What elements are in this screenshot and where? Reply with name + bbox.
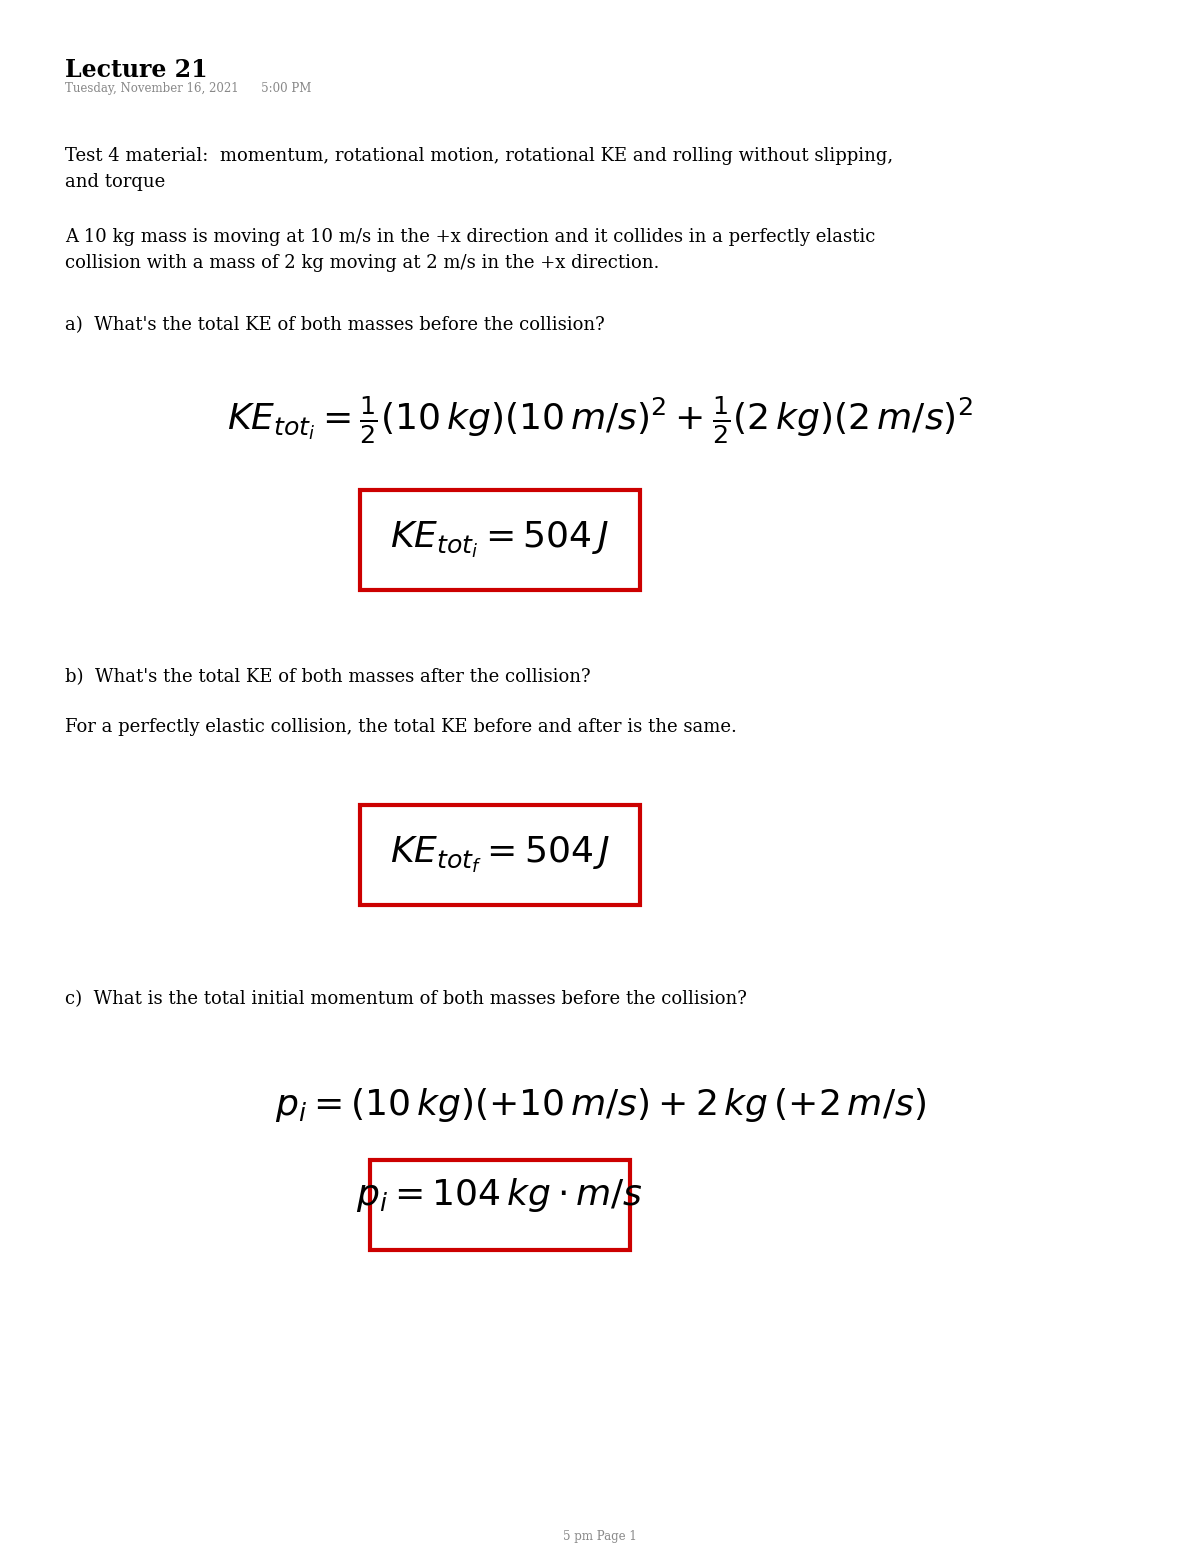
FancyBboxPatch shape: [360, 804, 640, 905]
Text: For a perfectly elastic collision, the total KE before and after is the same.: For a perfectly elastic collision, the t…: [65, 717, 737, 736]
Text: $KE_{tot_i} = 504\,J$: $KE_{tot_i} = 504\,J$: [390, 520, 610, 561]
Text: Lecture 21: Lecture 21: [65, 57, 208, 82]
Text: A 10 kg mass is moving at 10 m/s in the +x direction and it collides in a perfec: A 10 kg mass is moving at 10 m/s in the …: [65, 228, 875, 272]
Text: Test 4 material:  momentum, rotational motion, rotational KE and rolling without: Test 4 material: momentum, rotational mo…: [65, 148, 893, 191]
FancyBboxPatch shape: [370, 1160, 630, 1250]
Text: $KE_{tot_i} = \frac{1}{2}(10\,kg)(10\,m/s)^2 + \frac{1}{2}(2\,kg)(2\,m/s)^2$: $KE_{tot_i} = \frac{1}{2}(10\,kg)(10\,m/…: [227, 394, 973, 446]
Text: $KE_{tot_f} = 504\,J$: $KE_{tot_f} = 504\,J$: [390, 836, 611, 874]
Text: b)  What's the total KE of both masses after the collision?: b) What's the total KE of both masses af…: [65, 668, 590, 686]
Text: $p_i = 104\,kg\cdot m/s$: $p_i = 104\,kg\cdot m/s$: [356, 1176, 643, 1214]
FancyBboxPatch shape: [360, 491, 640, 590]
Text: Tuesday, November 16, 2021      5:00 PM: Tuesday, November 16, 2021 5:00 PM: [65, 82, 311, 95]
Text: 5 pm Page 1: 5 pm Page 1: [563, 1530, 637, 1544]
Text: c)  What is the total initial momentum of both masses before the collision?: c) What is the total initial momentum of…: [65, 989, 746, 1008]
Text: $p_i = (10\,kg)(+10\,m/s) + 2\,kg\,(+2\,m/s)$: $p_i = (10\,kg)(+10\,m/s) + 2\,kg\,(+2\,…: [275, 1086, 925, 1124]
Text: a)  What's the total KE of both masses before the collision?: a) What's the total KE of both masses be…: [65, 315, 605, 334]
